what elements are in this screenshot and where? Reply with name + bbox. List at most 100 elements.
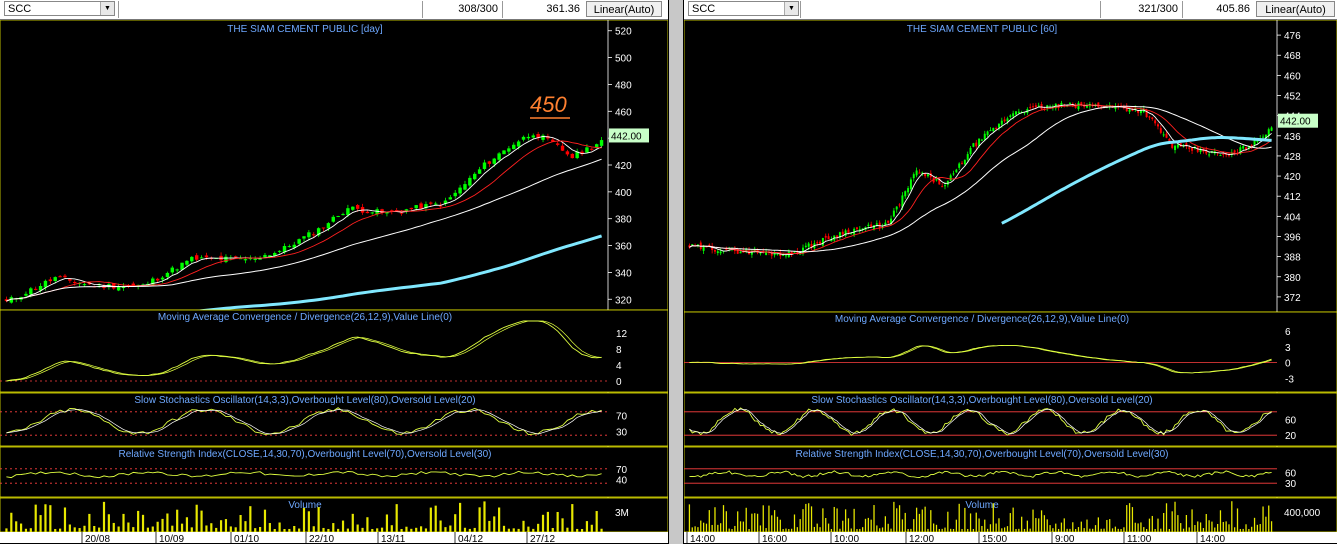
price-y-tick-label: 460 [615, 107, 632, 118]
down-candle-body [1222, 153, 1225, 155]
left-scale-mode-button[interactable]: Linear(Auto) [586, 1, 662, 17]
down-candle-body [48, 279, 53, 282]
up-candle-body [599, 140, 604, 146]
oscillator-y-tick-label: 0 [1285, 359, 1291, 370]
up-candle-body [776, 253, 779, 255]
right-symbol-select[interactable]: SCC ▼ [688, 1, 799, 16]
up-candle-body [1000, 120, 1003, 125]
up-candle-body [151, 278, 155, 285]
down-candle-body [1227, 154, 1230, 156]
down-candle-body [810, 244, 813, 248]
up-candle-body [1114, 106, 1117, 109]
up-candle-body [1256, 140, 1259, 142]
up-candle-body [282, 246, 287, 253]
ma-long-line [1001, 136, 1272, 225]
x-tick-label: 12:00 [909, 534, 934, 544]
slow-stochastics-line [689, 407, 1272, 436]
down-candle-body [995, 128, 998, 130]
up-candle-body [29, 288, 33, 295]
right-symbol-value: SCC [692, 3, 716, 15]
down-candle-body [312, 234, 316, 236]
down-candle-body [1071, 103, 1074, 107]
down-candle-body [1097, 102, 1100, 108]
up-candle-body [477, 169, 482, 174]
ma-slow-line [6, 158, 602, 302]
up-candle-body [287, 246, 292, 248]
down-candle-body [836, 235, 839, 238]
up-candle-body [716, 251, 719, 253]
down-candle-body [705, 246, 708, 248]
up-candle-body [526, 136, 531, 139]
up-candle-body [750, 251, 753, 255]
up-candle-body [453, 192, 457, 197]
up-candle-body [784, 255, 787, 257]
down-candle-body [1191, 147, 1194, 151]
down-candle-body [1151, 117, 1154, 120]
slow-stochastics-signal-line [6, 408, 602, 435]
down-candle-body [1188, 147, 1191, 149]
up-candle-body [273, 252, 277, 256]
up-candle-body [873, 225, 876, 230]
price-pane-frame [0, 20, 668, 311]
oscillator-y-tick-label: 60 [1285, 416, 1297, 427]
down-candle-body [1148, 116, 1151, 118]
up-candle-body [907, 188, 910, 193]
left-chart-canvas[interactable]: THE SIAM CEMENT PUBLIC [day] 320 340 360 380… [0, 20, 668, 544]
price-y-tick-label: 396 [1284, 232, 1301, 243]
chevron-down-icon[interactable]: ▼ [100, 2, 114, 15]
up-candle-body [77, 283, 82, 285]
macd-signal-line [689, 345, 1272, 374]
up-candle-body [492, 158, 496, 164]
up-candle-body [858, 229, 861, 231]
down-candle-body [847, 229, 850, 234]
ma-mid-line [689, 104, 1272, 255]
left-symbol-select[interactable]: SCC ▼ [4, 1, 115, 16]
price-y-tick-label: 468 [1284, 51, 1301, 62]
down-candle-body [1125, 106, 1128, 112]
up-candle-body [1023, 112, 1026, 114]
up-candle-body [773, 252, 776, 256]
down-candle-body [565, 151, 570, 155]
macd-pane-frame [684, 311, 1337, 393]
price-y-tick-label: 320 [615, 295, 632, 306]
left-last-value: 361.36 [502, 1, 584, 18]
down-candle-body [1165, 133, 1168, 138]
up-candle-body [497, 153, 501, 160]
up-candle-body [844, 230, 847, 236]
up-candle-body [302, 236, 306, 239]
price-y-tick-label: 420 [615, 161, 632, 172]
up-candle-body [972, 143, 975, 147]
slow-stochastics-pane-frame [684, 392, 1337, 447]
slow-stochastics-line [6, 407, 602, 436]
slow-stochastics-pane-frame [0, 392, 668, 447]
up-candle-body [1242, 146, 1245, 149]
up-candle-body [782, 254, 785, 256]
up-candle-body [224, 256, 228, 263]
price-y-tick-label: 340 [615, 268, 632, 279]
down-candle-body [365, 211, 370, 214]
up-candle-body [190, 256, 194, 262]
right-toolbar: SCC ▼ 321/300 405.86 Linear(Auto) [684, 0, 1337, 20]
right-scale-mode-button[interactable]: Linear(Auto) [1256, 1, 1335, 17]
x-tick-label: 22/10 [309, 534, 334, 544]
left-chart-panel: SCC ▼ 308/300 361.36 Linear(Auto) THE SI… [0, 0, 668, 544]
x-tick-label: 10/09 [159, 534, 184, 544]
up-candle-body [414, 205, 418, 209]
up-candle-body [1068, 102, 1071, 104]
up-candle-body [43, 280, 48, 288]
up-candle-body [1208, 154, 1211, 156]
x-tick-label: 20/08 [85, 534, 110, 544]
up-candle-body [482, 162, 487, 169]
right-chart-canvas[interactable]: THE SIAM CEMENT PUBLIC [60] 372 380 388 396 4… [684, 20, 1337, 544]
chevron-down-icon[interactable]: ▼ [784, 2, 798, 15]
oscillator-y-tick-label: 60 [1285, 468, 1297, 479]
down-candle-body [590, 148, 594, 150]
left-blank-cell [118, 1, 422, 18]
volume-y-tick-label: 3M [615, 508, 629, 519]
up-candle-body [448, 197, 453, 200]
up-candle-body [702, 245, 705, 251]
down-candle-body [419, 203, 423, 210]
up-candle-body [175, 269, 179, 271]
panel-divider[interactable] [669, 0, 683, 544]
up-candle-body [370, 212, 374, 214]
